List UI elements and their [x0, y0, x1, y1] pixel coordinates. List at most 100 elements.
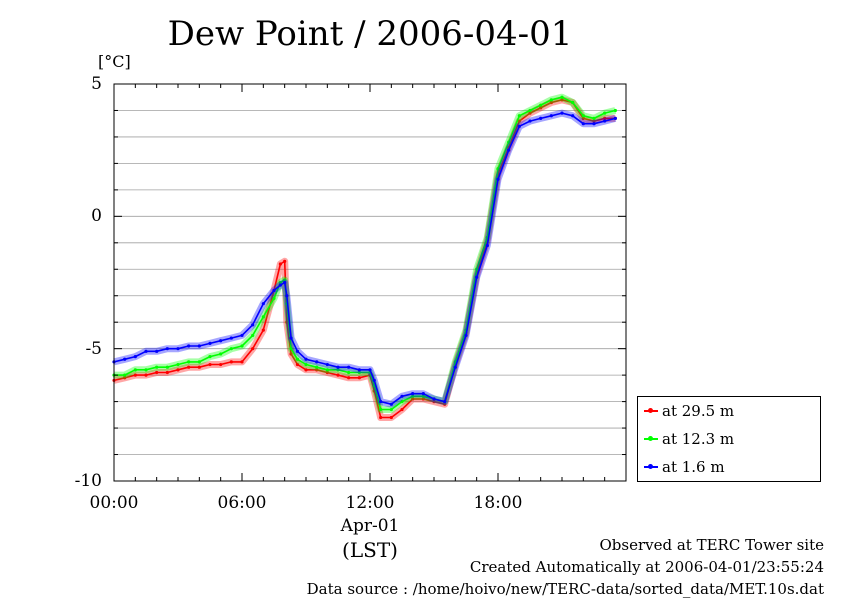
- data-point: [372, 378, 376, 383]
- data-point: [261, 328, 265, 332]
- data-point: [539, 106, 543, 110]
- x-axis-date-label: Apr-01: [340, 516, 400, 536]
- data-point: [603, 111, 607, 115]
- data-point: [549, 98, 553, 102]
- data-point: [389, 402, 393, 406]
- data-point: [613, 116, 617, 121]
- data-point: [208, 341, 212, 345]
- data-point: [219, 362, 223, 367]
- data-point: [197, 365, 201, 369]
- footer-created: Created Automatically at 2006-04-01/23:5…: [469, 558, 824, 576]
- data-point: [581, 116, 585, 121]
- data-point: [144, 373, 148, 377]
- data-point: [421, 394, 425, 398]
- data-point: [592, 116, 596, 121]
- data-point: [144, 349, 148, 353]
- data-point: [347, 365, 351, 369]
- data-point: [176, 347, 180, 351]
- data-point: [289, 336, 293, 340]
- data-point: [187, 360, 191, 364]
- data-point: [240, 344, 244, 348]
- data-point: [379, 415, 383, 420]
- y-tick-label-5: 5: [91, 74, 102, 94]
- chart-series-layer: [112, 93, 617, 421]
- data-point: [251, 333, 255, 338]
- data-point: [251, 323, 255, 327]
- data-point: [549, 100, 553, 105]
- data-point: [219, 339, 223, 343]
- data-point: [485, 243, 489, 248]
- data-point: [325, 370, 329, 375]
- data-point: [261, 315, 265, 319]
- data-point: [336, 368, 340, 372]
- chart-title: Dew Point / 2006-04-01: [167, 14, 573, 54]
- data-point: [208, 362, 212, 367]
- series-line: [113, 99, 616, 419]
- data-point: [295, 362, 300, 367]
- data-point: [400, 407, 404, 412]
- data-point: [240, 333, 244, 338]
- legend-swatch-blue: [644, 464, 658, 469]
- data-point: [325, 362, 329, 367]
- data-point: [315, 368, 319, 372]
- data-point: [592, 119, 596, 123]
- legend-item-1-6m: at 1.6 m: [644, 457, 725, 477]
- y-axis-unit-label: [°C]: [98, 52, 131, 71]
- data-point: [475, 267, 479, 271]
- data-point: [379, 407, 383, 412]
- data-point: [176, 362, 180, 367]
- plot-frame: [113, 83, 627, 482]
- data-point: [219, 352, 223, 356]
- data-point: [165, 347, 169, 351]
- x-axis-timezone-label: (LST): [342, 538, 398, 562]
- data-point: [278, 262, 282, 266]
- data-point: [278, 280, 282, 285]
- data-point: [289, 347, 293, 351]
- data-point: [613, 108, 617, 113]
- data-point: [581, 122, 585, 126]
- data-point: [315, 365, 319, 369]
- legend-label: at 1.6 m: [662, 458, 725, 476]
- footer-data-source: Data source : /home/hoivo/new/TERC-data/…: [306, 580, 824, 598]
- data-point: [347, 370, 351, 375]
- data-point: [592, 122, 596, 126]
- data-point: [123, 357, 127, 361]
- data-point: [165, 365, 169, 369]
- data-point: [133, 355, 137, 359]
- legend-swatch-green: [644, 436, 658, 441]
- data-point: [421, 392, 425, 396]
- data-point: [517, 124, 521, 128]
- data-point: [496, 167, 500, 171]
- data-point: [229, 336, 233, 340]
- data-point: [443, 402, 447, 406]
- legend-item-29-5m: at 29.5 m: [644, 401, 734, 421]
- legend-swatch-red: [644, 408, 658, 413]
- chart-gridlines: [114, 83, 626, 482]
- legend-label: at 12.3 m: [662, 430, 735, 448]
- data-point: [283, 278, 287, 282]
- data-point: [560, 98, 564, 102]
- x-tick-label-1200: 12:00: [345, 493, 395, 513]
- axis-ticks: [113, 83, 627, 482]
- data-point: [144, 368, 148, 372]
- data-point: [517, 119, 521, 123]
- series-at-1-6-m: [112, 109, 617, 408]
- x-tick-label-0600: 06:00: [217, 493, 267, 513]
- series-line: [114, 96, 616, 411]
- data-point: [411, 397, 415, 401]
- data-point: [517, 114, 521, 118]
- data-point: [229, 347, 233, 351]
- data-point: [272, 288, 276, 293]
- data-point: [176, 368, 180, 372]
- series-at-12-3-m: [112, 93, 617, 413]
- data-point: [421, 397, 425, 401]
- data-point: [571, 100, 575, 105]
- data-point: [357, 368, 361, 372]
- data-point: [336, 373, 340, 377]
- data-point: [560, 111, 564, 115]
- data-point: [283, 280, 287, 285]
- data-point: [560, 95, 564, 99]
- data-point: [155, 370, 159, 375]
- data-point: [411, 394, 415, 398]
